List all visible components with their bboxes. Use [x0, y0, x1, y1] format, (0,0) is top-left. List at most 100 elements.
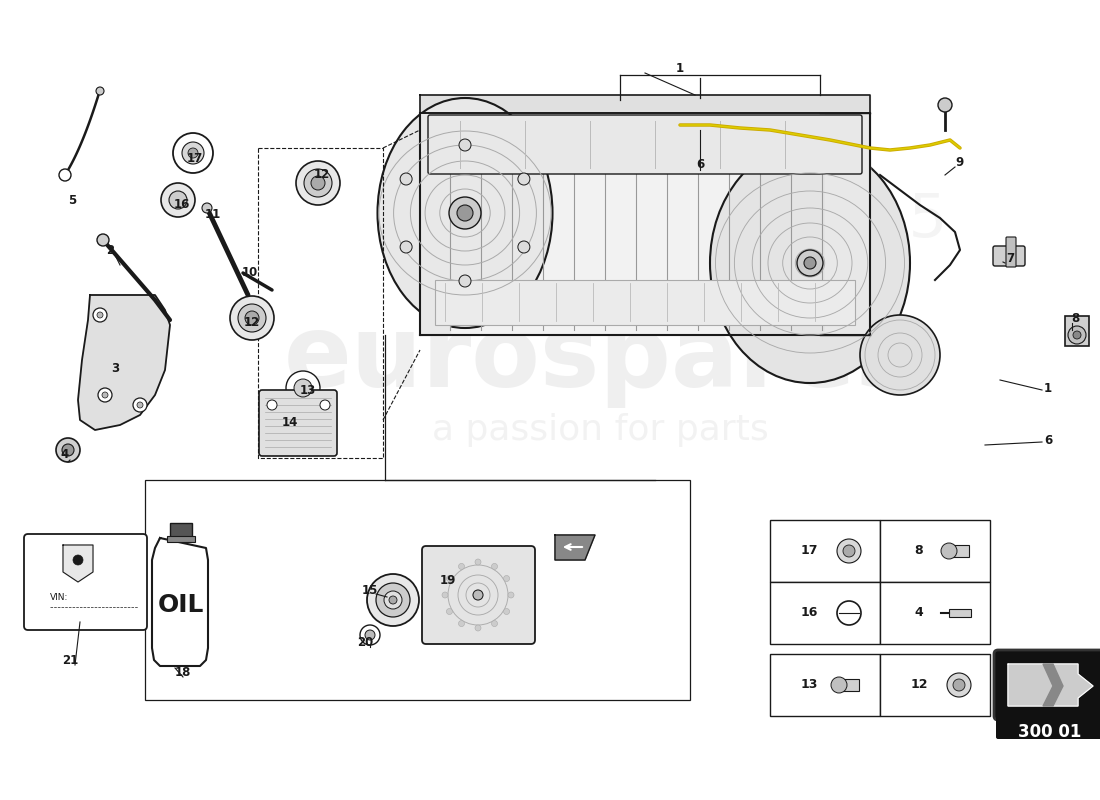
Circle shape — [311, 176, 324, 190]
FancyBboxPatch shape — [258, 390, 337, 456]
Polygon shape — [63, 545, 94, 582]
Circle shape — [56, 438, 80, 462]
Circle shape — [459, 563, 464, 570]
Text: 1: 1 — [675, 62, 684, 74]
Ellipse shape — [860, 315, 940, 395]
Circle shape — [360, 625, 379, 645]
Text: 10: 10 — [242, 266, 258, 278]
Ellipse shape — [377, 98, 552, 328]
Polygon shape — [420, 113, 450, 335]
Bar — [839, 679, 859, 691]
Circle shape — [953, 679, 965, 691]
Circle shape — [230, 296, 274, 340]
Circle shape — [202, 203, 212, 213]
Bar — [258, 148, 383, 458]
FancyBboxPatch shape — [996, 707, 1100, 739]
Text: 18: 18 — [175, 666, 191, 678]
Polygon shape — [152, 538, 208, 666]
Circle shape — [182, 142, 204, 164]
Circle shape — [245, 311, 258, 325]
Text: 15: 15 — [362, 583, 378, 597]
Text: 16: 16 — [801, 606, 817, 619]
Polygon shape — [825, 113, 870, 335]
Circle shape — [97, 234, 109, 246]
Circle shape — [133, 398, 147, 412]
Polygon shape — [556, 535, 595, 560]
Circle shape — [1068, 326, 1086, 344]
Polygon shape — [420, 95, 870, 113]
Text: 6: 6 — [696, 158, 704, 171]
Text: 6: 6 — [1044, 434, 1052, 446]
Circle shape — [62, 444, 74, 456]
Circle shape — [447, 575, 452, 582]
Circle shape — [459, 275, 471, 287]
Text: 8: 8 — [915, 545, 923, 558]
Circle shape — [504, 609, 509, 614]
Bar — [145, 480, 690, 700]
Polygon shape — [1043, 664, 1063, 706]
FancyBboxPatch shape — [428, 115, 862, 174]
Ellipse shape — [804, 257, 816, 269]
Text: 9: 9 — [956, 155, 964, 169]
Text: 3: 3 — [111, 362, 119, 374]
Bar — [880, 520, 990, 582]
Text: 2: 2 — [106, 243, 114, 257]
FancyBboxPatch shape — [1006, 237, 1016, 267]
Circle shape — [492, 621, 497, 626]
Text: 300 01: 300 01 — [1019, 723, 1081, 741]
Text: 4: 4 — [60, 449, 69, 462]
Ellipse shape — [710, 143, 910, 383]
Circle shape — [518, 173, 530, 185]
Text: 7: 7 — [1005, 251, 1014, 265]
Circle shape — [365, 630, 375, 640]
Circle shape — [504, 575, 509, 582]
Text: 12: 12 — [911, 678, 927, 691]
Circle shape — [102, 392, 108, 398]
Circle shape — [73, 555, 82, 565]
Text: 21: 21 — [62, 654, 78, 666]
Circle shape — [238, 304, 266, 332]
Circle shape — [296, 161, 340, 205]
Circle shape — [475, 559, 481, 565]
Text: 12: 12 — [244, 315, 260, 329]
Circle shape — [459, 139, 471, 151]
FancyBboxPatch shape — [24, 534, 147, 630]
Circle shape — [459, 621, 464, 626]
Ellipse shape — [798, 250, 823, 276]
Polygon shape — [1008, 664, 1093, 706]
Circle shape — [94, 308, 107, 322]
Text: VIN:: VIN: — [50, 593, 68, 602]
Circle shape — [173, 133, 213, 173]
Circle shape — [384, 591, 402, 609]
FancyBboxPatch shape — [994, 650, 1100, 720]
Circle shape — [1072, 331, 1081, 339]
Circle shape — [492, 563, 497, 570]
Text: 4: 4 — [914, 606, 923, 619]
Bar — [770, 582, 880, 644]
Circle shape — [940, 543, 957, 559]
Bar — [770, 654, 880, 716]
Circle shape — [508, 592, 514, 598]
Circle shape — [938, 98, 952, 112]
Text: 2015: 2015 — [792, 190, 948, 250]
Text: 11: 11 — [205, 209, 221, 222]
Bar — [167, 536, 195, 542]
Circle shape — [447, 609, 452, 614]
Circle shape — [843, 545, 855, 557]
Text: OIL: OIL — [157, 593, 205, 617]
Bar — [170, 523, 192, 541]
Text: eurospares: eurospares — [284, 311, 916, 409]
Polygon shape — [78, 295, 170, 430]
Circle shape — [837, 539, 861, 563]
Text: 5: 5 — [68, 194, 76, 206]
Circle shape — [389, 596, 397, 604]
Text: 20: 20 — [356, 635, 373, 649]
Circle shape — [400, 173, 412, 185]
Circle shape — [161, 183, 195, 217]
Circle shape — [442, 592, 448, 598]
Text: a passion for parts: a passion for parts — [431, 413, 769, 447]
Circle shape — [400, 241, 412, 253]
FancyBboxPatch shape — [422, 546, 535, 644]
Ellipse shape — [456, 205, 473, 221]
Circle shape — [475, 625, 481, 631]
